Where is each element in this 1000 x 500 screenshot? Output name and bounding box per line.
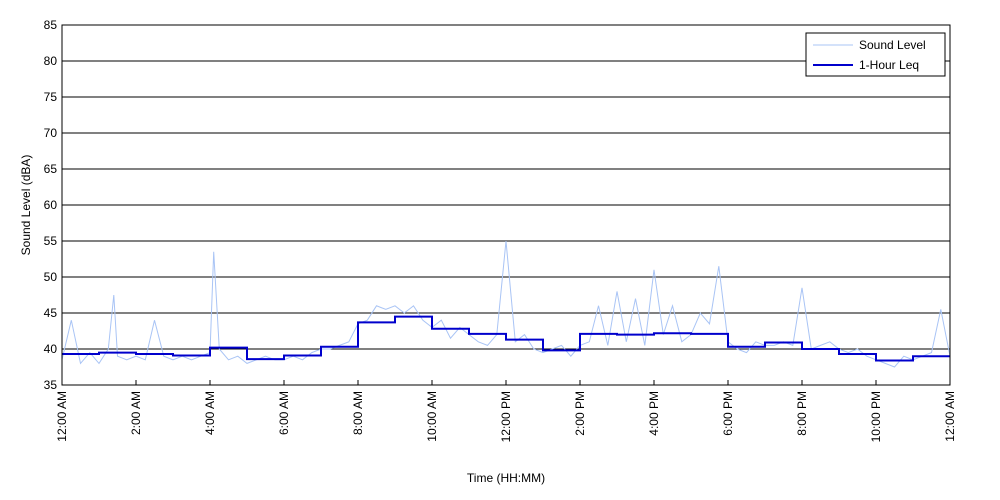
series-layer bbox=[61, 240, 951, 368]
x-tick-label: 6:00 PM bbox=[721, 391, 735, 436]
x-tick-label: 2:00 PM bbox=[573, 391, 587, 436]
legend-box bbox=[805, 32, 946, 77]
x-tick-label: 4:00 AM bbox=[203, 391, 217, 435]
series-line-1-hour-leq bbox=[62, 315, 950, 362]
x-tick-label: 2:00 AM bbox=[129, 391, 143, 435]
y-tick-label: 75 bbox=[44, 90, 58, 104]
y-axis-ticks: 35 40 45 50 55 60 65 70 75 80 85 bbox=[44, 18, 67, 392]
x-tick-label: 6:00 AM bbox=[277, 391, 291, 435]
x-axis-label: Time (HH:MM) bbox=[467, 471, 545, 485]
plot-frame bbox=[61, 24, 951, 386]
x-axis-ticks: 12:00 AM 2:00 AM 4:00 AM 6:00 AM 8:00 AM 10:0… bbox=[55, 380, 957, 442]
y-tick-label: 35 bbox=[44, 378, 58, 392]
y-tick-label: 65 bbox=[44, 162, 58, 176]
y-tick-label: 70 bbox=[44, 126, 58, 140]
y-tick-label: 40 bbox=[44, 342, 58, 356]
x-tick-label: 8:00 AM bbox=[351, 391, 365, 435]
legend: Sound Level 1-Hour Leq bbox=[805, 32, 946, 77]
y-tick-label: 85 bbox=[44, 18, 58, 32]
x-tick-label: 8:00 PM bbox=[795, 391, 809, 436]
x-tick-label: 12:00 PM bbox=[499, 391, 513, 442]
y-axis-label: Sound Level (dBA) bbox=[19, 155, 33, 256]
x-tick-label: 12:00 AM bbox=[943, 391, 957, 442]
legend-label-leq: 1-Hour Leq bbox=[859, 58, 919, 72]
x-tick-label: 10:00 PM bbox=[869, 391, 883, 442]
x-tick-label: 10:00 AM bbox=[425, 391, 439, 442]
y-tick-label: 60 bbox=[44, 198, 58, 212]
legend-label-sound-level: Sound Level bbox=[859, 38, 926, 52]
x-tick-label: 12:00 AM bbox=[55, 391, 69, 442]
x-tick-label: 4:00 PM bbox=[647, 391, 661, 436]
y-tick-label: 80 bbox=[44, 54, 58, 68]
y-tick-label: 55 bbox=[44, 234, 58, 248]
y-tick-label: 50 bbox=[44, 270, 58, 284]
y-tick-label: 45 bbox=[44, 306, 58, 320]
